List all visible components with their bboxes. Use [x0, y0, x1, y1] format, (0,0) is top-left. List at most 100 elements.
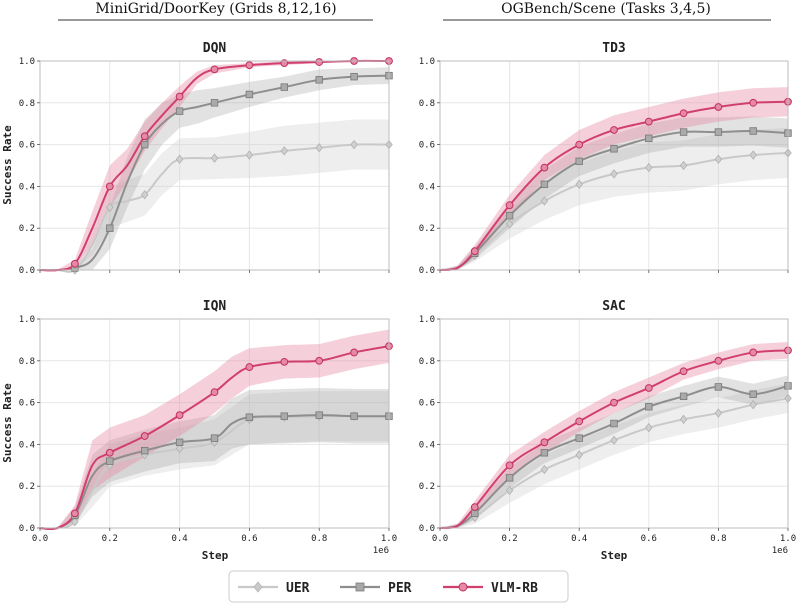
- iqn-per-point: [106, 457, 114, 465]
- iqn-ytick-label: 0.6: [19, 399, 35, 409]
- panel-iqn: IQN 0.0 0.2 0.4 0.6 0.8 1.0 0.0 0.2 0.4 0.6 0.8 1.0: [19, 299, 397, 544]
- iqn-ytick-label: 0.0: [19, 524, 35, 534]
- sac-uer-band: [440, 383, 788, 528]
- sac-ytick-label: 1.0: [419, 315, 435, 325]
- td3-vlm-rb-point: [505, 201, 514, 210]
- dqn-ytick-label: 1.0: [19, 57, 35, 67]
- legend-vlmrb-label: VLM-RB: [491, 581, 538, 596]
- iqn-ytick-label: 0.4: [19, 440, 35, 450]
- iqn-per-point: [210, 434, 219, 442]
- iqn-ytick-label: 0.8: [19, 357, 35, 367]
- x-multiplier-right: 1e6: [772, 546, 788, 556]
- sac-xtick-label: 1.0: [780, 534, 796, 544]
- dqn-per-point: [106, 224, 114, 232]
- dqn-vlm-rb-point: [245, 61, 254, 70]
- iqn-per-point: [280, 412, 288, 420]
- sac-vlm-rb-point: [505, 461, 514, 470]
- iqn-per-point: [245, 413, 254, 421]
- td3-uer-point: [540, 196, 549, 206]
- td3-uer-point: [749, 150, 757, 160]
- dqn-uer-point: [350, 139, 358, 150]
- td3-per-point: [610, 145, 618, 153]
- panel-td3: TD3 0.0 0.2 0.4 0.6 0.8 1.0: [419, 41, 792, 276]
- legend-uer-label: UER: [286, 581, 310, 596]
- td3-uer-point: [575, 179, 583, 189]
- td3-vlm-rb-point: [714, 103, 723, 111]
- td3-ytick-label: 0.6: [419, 141, 435, 151]
- dqn-per-point: [245, 90, 254, 99]
- iqn-xtick-label: 0.0: [32, 534, 48, 544]
- xlabel-left: Step: [202, 549, 229, 562]
- dqn-vlm-rb-point: [175, 92, 184, 101]
- dqn-per-point: [280, 83, 288, 91]
- td3-per-point: [575, 157, 583, 166]
- iqn-vlm-rb-point: [71, 509, 79, 518]
- dqn-uer-point: [175, 154, 184, 164]
- dqn-uer-line: [40, 143, 390, 273]
- sac-xtick-label: 0.4: [571, 534, 587, 544]
- dqn-vlm-rb-point: [71, 259, 79, 268]
- dqn-vlm-rb-band: [40, 61, 389, 270]
- sac-per-point: [714, 383, 723, 391]
- iqn-xtick-label: 0.6: [241, 534, 257, 544]
- legend-per-label: PER: [388, 581, 412, 596]
- td3-per-point: [749, 127, 757, 135]
- td3-per-point: [714, 128, 723, 136]
- dqn-vlm-rb-line: [39, 59, 390, 272]
- td3-uer-point: [610, 169, 618, 179]
- sac-per-point: [679, 392, 688, 401]
- sac-vlm-rb-point: [679, 367, 688, 376]
- sac-ytick-label: 0.4: [419, 440, 435, 450]
- sac-per-point: [540, 449, 549, 457]
- dqn-per-band: [40, 67, 389, 271]
- header-right: OGBench/Scene (Tasks 3,4,5): [501, 1, 711, 17]
- iqn-xtick-label: 0.8: [311, 534, 327, 544]
- sac-title: SAC: [602, 299, 625, 314]
- iqn-title: IQN: [203, 299, 227, 314]
- x-multiplier-left: 1e6: [373, 546, 389, 556]
- sac-xtick-label: 0.2: [501, 534, 517, 544]
- sac-vlm-rb-point: [749, 348, 758, 357]
- dqn-ytick-label: 0.4: [19, 182, 35, 192]
- sac-per-point: [471, 509, 479, 518]
- iqn-vlm-rb-point: [105, 448, 114, 457]
- sac-xtick-label: 0.8: [710, 534, 726, 544]
- td3-per-point: [679, 128, 688, 136]
- iqn-per-band: [40, 387, 389, 528]
- dqn-vlm-rb-point: [140, 132, 149, 141]
- ylabel-bottom: Success Rate: [1, 383, 14, 463]
- sac-ytick-label: 0.2: [419, 482, 435, 492]
- td3-ytick-label: 0.0: [419, 266, 435, 276]
- td3-frame: [439, 60, 789, 271]
- legend: UER PER VLM-RB: [228, 570, 569, 603]
- sac-vlm-rb-point: [714, 356, 723, 365]
- iqn-uer-point: [71, 517, 79, 527]
- sac-uer-point: [610, 435, 618, 445]
- sac-per-point: [610, 419, 618, 428]
- legend-vlmrb-marker: [458, 582, 468, 592]
- dqn-uer-point: [210, 153, 219, 163]
- td3-ytick-label: 0.8: [419, 99, 435, 109]
- sac-ytick-label: 0.8: [419, 357, 435, 367]
- dqn-uer-band: [40, 119, 389, 271]
- iqn-vlm-rb-point: [210, 388, 219, 397]
- iqn-ytick-label: 0.2: [19, 482, 35, 492]
- sac-vlm-rb-point: [644, 384, 653, 392]
- dqn-per-point: [210, 99, 219, 107]
- sac-per-point: [575, 434, 583, 442]
- sac-ytick-label: 0.0: [419, 524, 435, 534]
- dqn-uer-point: [280, 146, 289, 156]
- dqn-plot-area: [40, 61, 389, 270]
- header-left: MiniGrid/DoorKey (Grids 8,12,16): [95, 1, 336, 17]
- sac-uer-point: [575, 450, 583, 460]
- td3-vlm-rb-point: [749, 98, 758, 107]
- sac-uer-point: [749, 400, 757, 410]
- iqn-vlm-rb-point: [350, 348, 359, 357]
- td3-per-point: [645, 134, 653, 143]
- td3-ytick-label: 0.4: [419, 182, 435, 192]
- dqn-ytick-label: 0.2: [19, 224, 35, 234]
- td3-vlm-rb-point: [679, 109, 688, 118]
- td3-title: TD3: [602, 41, 625, 56]
- iqn-per-point: [140, 446, 149, 455]
- iqn-xtick-label: 0.4: [171, 534, 187, 544]
